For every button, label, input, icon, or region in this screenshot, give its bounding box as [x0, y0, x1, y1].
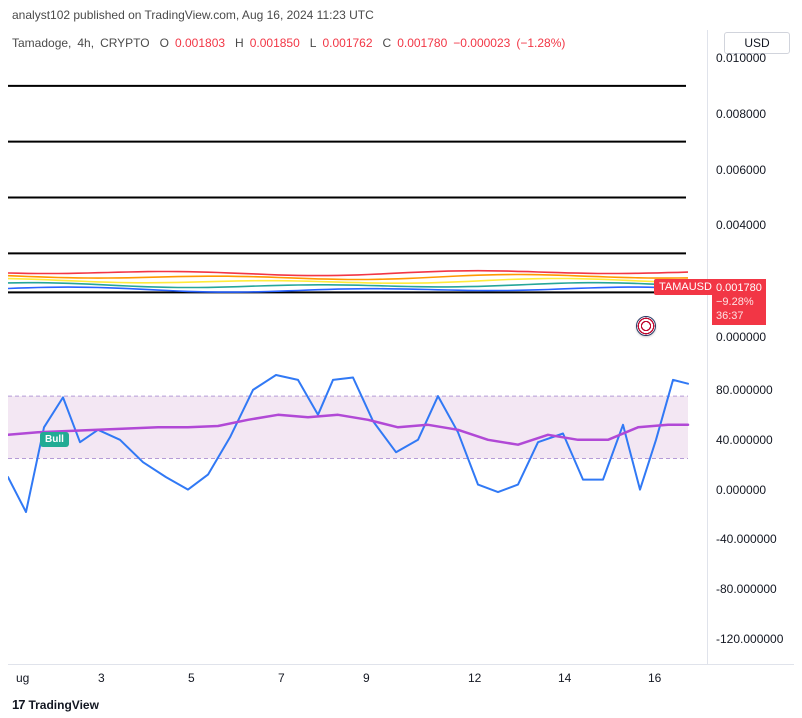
- y-tick-label: 40.000000: [716, 433, 773, 447]
- x-tick-label: 5: [188, 671, 195, 685]
- y-tick-label: 0.004000: [716, 218, 766, 232]
- y-tick-label: 0.006000: [716, 163, 766, 177]
- oscillator-chart: [8, 365, 708, 664]
- y-axis[interactable]: 0.010000 0.008000 0.006000 0.004000 0.000000…: [712, 30, 796, 664]
- y-tick-label: -40.000000: [716, 532, 777, 546]
- ticker-tag: TAMAUSD: [654, 279, 717, 295]
- chart-area[interactable]: [8, 30, 708, 664]
- x-tick-label: 14: [558, 671, 571, 685]
- price-badge-pct: −9.28%: [716, 295, 762, 309]
- price-badge-countdown: 36:37: [716, 309, 762, 323]
- tradingview-logo-icon: 17: [12, 697, 24, 712]
- y-tick-label: 0.000000: [716, 330, 766, 344]
- x-tick-label: 12: [468, 671, 481, 685]
- us-flag-icon: [636, 316, 656, 336]
- y-tick-label: -120.000000: [716, 632, 783, 646]
- price-chart: [8, 30, 708, 365]
- tradingview-brand: TradingView: [28, 698, 98, 712]
- attribution-text: analyst102 published on TradingView.com,…: [12, 8, 374, 22]
- price-badge: 0.001780 −9.28% 36:37: [712, 279, 766, 325]
- x-tick-label: 7: [278, 671, 285, 685]
- x-tick-label: ug: [16, 671, 29, 685]
- price-badge-price: 0.001780: [716, 281, 762, 295]
- y-tick-label: 0.010000: [716, 51, 766, 65]
- x-tick-label: 9: [363, 671, 370, 685]
- x-tick-label: 3: [98, 671, 105, 685]
- tradingview-attribution[interactable]: 17 TradingView: [12, 697, 99, 712]
- y-tick-label: -80.000000: [716, 582, 777, 596]
- y-tick-label: 0.000000: [716, 483, 766, 497]
- y-tick-label: 0.008000: [716, 107, 766, 121]
- x-tick-label: 16: [648, 671, 661, 685]
- x-axis[interactable]: ug 3 5 7 9 12 14 16: [8, 664, 794, 690]
- y-tick-label: 80.000000: [716, 383, 773, 397]
- bull-badge: Bull: [40, 432, 69, 447]
